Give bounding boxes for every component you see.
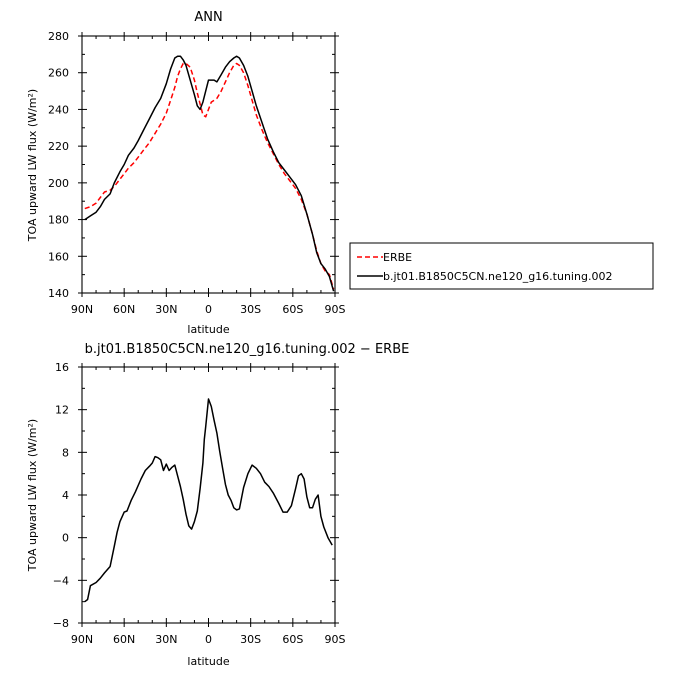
x-tick-label: 30N: [155, 633, 177, 646]
y-tick-label: 140: [48, 287, 69, 300]
x-tick-label: 90N: [71, 633, 93, 646]
bottom-series: [84, 398, 333, 603]
x-tick-label: 60N: [113, 633, 135, 646]
bottom-chart-title: b.jt01.B1850C5CN.ne120_g16.tuning.002 − …: [85, 342, 410, 357]
x-tick-label: 90S: [325, 303, 346, 316]
y-tick-label: 240: [48, 103, 69, 116]
top-series: [84, 55, 335, 292]
bottom-x-axis-label: latitude: [187, 655, 229, 668]
y-tick-label: 180: [48, 214, 69, 227]
y-tick-label: 4: [62, 489, 69, 502]
y-tick-label: −8: [53, 617, 69, 630]
x-tick-label: 30S: [240, 633, 261, 646]
y-tick-label: 200: [48, 177, 69, 190]
y-tick-label: 220: [48, 140, 69, 153]
x-tick-label: 60S: [282, 303, 303, 316]
x-tick-label: 30N: [155, 303, 177, 316]
bottom-axes: 90N 60N 30N 0 30S 60S 90S −8 −4 0 4 8 12 16: [53, 361, 346, 646]
top-axes: 90N 60N 30N 0 30S 60S 90S 140 160 180 200 220 240 260…: [48, 30, 346, 316]
top-panel: ANN 90N 60N 30N 0 30S 60S 90S 140 160 180 200 220 24…: [26, 10, 346, 336]
y-tick-label: 12: [55, 404, 69, 417]
legend: ERBE b.jt01.B1850C5CN.ne120_g16.tuning.0…: [349, 242, 654, 290]
y-tick-label: −4: [53, 574, 69, 587]
y-tick-label: 280: [48, 30, 69, 43]
x-tick-label: 60N: [113, 303, 135, 316]
x-tick-label: 90N: [71, 303, 93, 316]
series-line-difference: [84, 398, 333, 603]
top-x-axis-label: latitude: [187, 323, 229, 336]
series-line-erbe: [84, 62, 335, 290]
bottom-y-axis-label: TOA upward LW flux (W/m²): [26, 419, 39, 572]
y-tick-label: 0: [62, 532, 69, 545]
y-tick-label: 260: [48, 67, 69, 80]
legend-label-erbe: ERBE: [383, 251, 412, 264]
bottom-panel: b.jt01.B1850C5CN.ne120_g16.tuning.002 − …: [26, 342, 409, 668]
x-tick-label: 0: [205, 303, 212, 316]
x-tick-label: 60S: [282, 633, 303, 646]
x-tick-label: 30S: [240, 303, 261, 316]
legend-box: [349, 242, 654, 290]
top-chart-title: ANN: [194, 10, 222, 25]
top-y-axis-label: TOA upward LW flux (W/m²): [26, 89, 39, 242]
x-tick-label: 0: [205, 633, 212, 646]
plot-frame: [81, 35, 336, 294]
y-tick-label: 8: [62, 446, 69, 459]
y-tick-label: 160: [48, 250, 69, 263]
series-line-model: [84, 55, 335, 292]
legend-label-model: b.jt01.B1850C5CN.ne120_g16.tuning.002: [383, 270, 612, 283]
x-tick-label: 90S: [325, 633, 346, 646]
y-tick-label: 16: [55, 361, 69, 374]
